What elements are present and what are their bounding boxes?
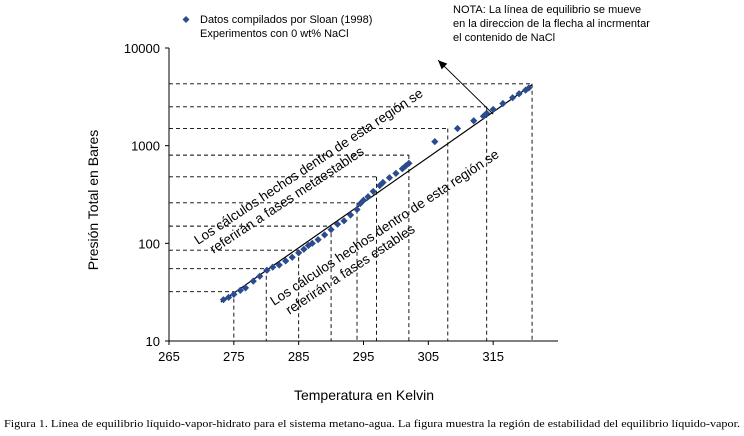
- y-tick-label: 1000: [131, 139, 160, 154]
- data-point: [398, 165, 406, 173]
- y-tick-label: 10: [146, 334, 160, 349]
- x-tick-label: 265: [158, 349, 180, 364]
- data-point: [525, 84, 533, 92]
- data-point: [515, 90, 523, 98]
- x-tick-label: 295: [353, 349, 375, 364]
- data-point: [263, 266, 271, 274]
- data-point: [219, 296, 228, 304]
- data-point: [241, 284, 250, 292]
- data-point: [256, 272, 264, 280]
- data-point: [282, 257, 290, 265]
- data-point: [392, 169, 400, 178]
- figure-caption: Figura 1. Línea de equilibrio líquido-va…: [4, 419, 740, 430]
- data-point: [308, 239, 316, 247]
- data-point: [364, 193, 372, 201]
- shift-arrow-group: [437, 59, 494, 115]
- y-ticks: 10 100 1000 10000: [124, 41, 169, 349]
- note-line-3: el contenido de NaCl: [453, 32, 555, 44]
- data-point: [453, 124, 462, 133]
- data-point: [269, 263, 277, 271]
- data-point: [295, 249, 303, 257]
- note: NOTA: La línea de equilibrio se mueve en…: [453, 4, 650, 44]
- data-point: [314, 236, 322, 244]
- data-points: [219, 84, 533, 304]
- data-point: [236, 286, 244, 294]
- legend: Datos compilados por Sloan (1998) Experi…: [182, 14, 372, 40]
- data-point: [346, 211, 355, 219]
- data-point: [333, 220, 342, 228]
- data-point: [521, 86, 530, 94]
- y-axis-label: Presión Total en Bares: [85, 130, 101, 271]
- data-point: [230, 290, 238, 299]
- x-tick-label: 275: [223, 349, 245, 364]
- data-point: [385, 174, 394, 182]
- legend-line-2: Experimentos con 0 wt% NaCl: [200, 28, 349, 40]
- data-point: [405, 159, 413, 167]
- data-point: [369, 187, 377, 196]
- data-point: [353, 205, 361, 214]
- data-point: [356, 200, 364, 208]
- legend-marker: [182, 16, 190, 23]
- region-upper-line-2: referirán a fases metaestables: [207, 144, 367, 257]
- y-tick-label: 100: [138, 236, 160, 251]
- data-point: [327, 226, 335, 234]
- data-point: [509, 94, 517, 102]
- data-point: [275, 261, 283, 269]
- data-point: [321, 231, 329, 239]
- arrow-head: [438, 60, 448, 70]
- guide-lines: [169, 83, 533, 341]
- note-line-1: NOTA: La línea de equilibrio se mueve: [453, 4, 641, 16]
- data-point: [489, 105, 497, 114]
- x-ticks: 265 275 285 295 305 315: [158, 341, 504, 364]
- data-point: [431, 138, 439, 146]
- data-point: [499, 99, 507, 108]
- data-point: [225, 293, 233, 301]
- x-axis-label: Temperatura en Kelvin: [294, 387, 434, 403]
- shift-arrow: [437, 59, 494, 115]
- legend-line-1: Datos compilados por Sloan (1998): [200, 14, 372, 26]
- data-point: [300, 245, 308, 253]
- data-point: [288, 253, 296, 261]
- data-point: [379, 178, 387, 187]
- y-tick-label: 10000: [124, 41, 160, 56]
- note-line-2: en la direccion de la flecha al incrment…: [453, 18, 650, 30]
- region-lower-line-2: referirán a fases estables: [283, 221, 418, 317]
- x-tick-label: 285: [288, 349, 310, 364]
- x-tick-label: 315: [482, 349, 504, 364]
- data-point: [340, 217, 348, 225]
- data-point: [470, 117, 478, 125]
- x-tick-label: 305: [417, 349, 439, 364]
- data-point: [483, 109, 491, 117]
- data-point: [359, 196, 368, 204]
- data-point: [249, 277, 257, 285]
